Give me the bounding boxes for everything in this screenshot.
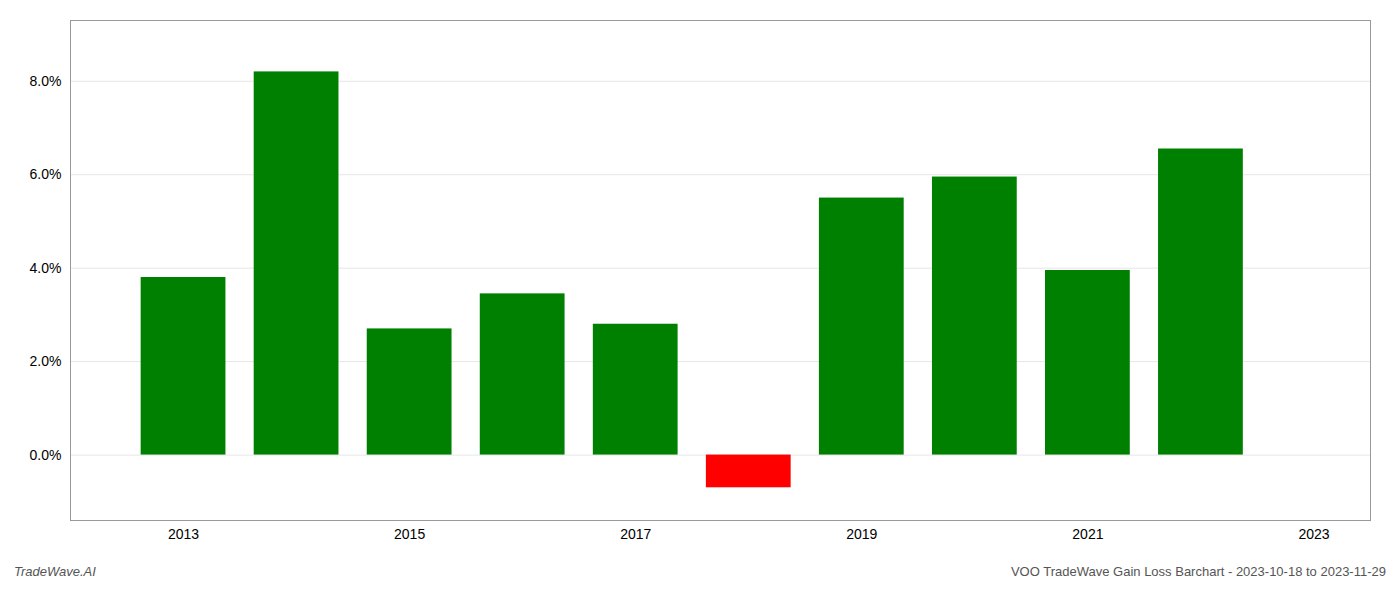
svg-text:2015: 2015 bbox=[394, 526, 425, 542]
svg-text:6.0%: 6.0% bbox=[30, 166, 62, 182]
svg-text:0.0%: 0.0% bbox=[30, 447, 62, 463]
html-text:TradeWave.AI: TradeWave.AI bbox=[14, 564, 96, 579]
html-text:VOO TradeWave Gain Loss Barcha: VOO TradeWave Gain Loss Barchart - 2023-… bbox=[1011, 564, 1386, 579]
svg-text:2017: 2017 bbox=[620, 526, 651, 542]
svg-text:2.0%: 2.0% bbox=[30, 353, 62, 369]
svg-text:2019: 2019 bbox=[846, 526, 877, 542]
svg-text:2013: 2013 bbox=[168, 526, 199, 542]
svg-text:4.0%: 4.0% bbox=[30, 260, 62, 276]
svg-text:2021: 2021 bbox=[1072, 526, 1103, 542]
svg-text:8.0%: 8.0% bbox=[30, 73, 62, 89]
svg-text:2023: 2023 bbox=[1298, 526, 1329, 542]
